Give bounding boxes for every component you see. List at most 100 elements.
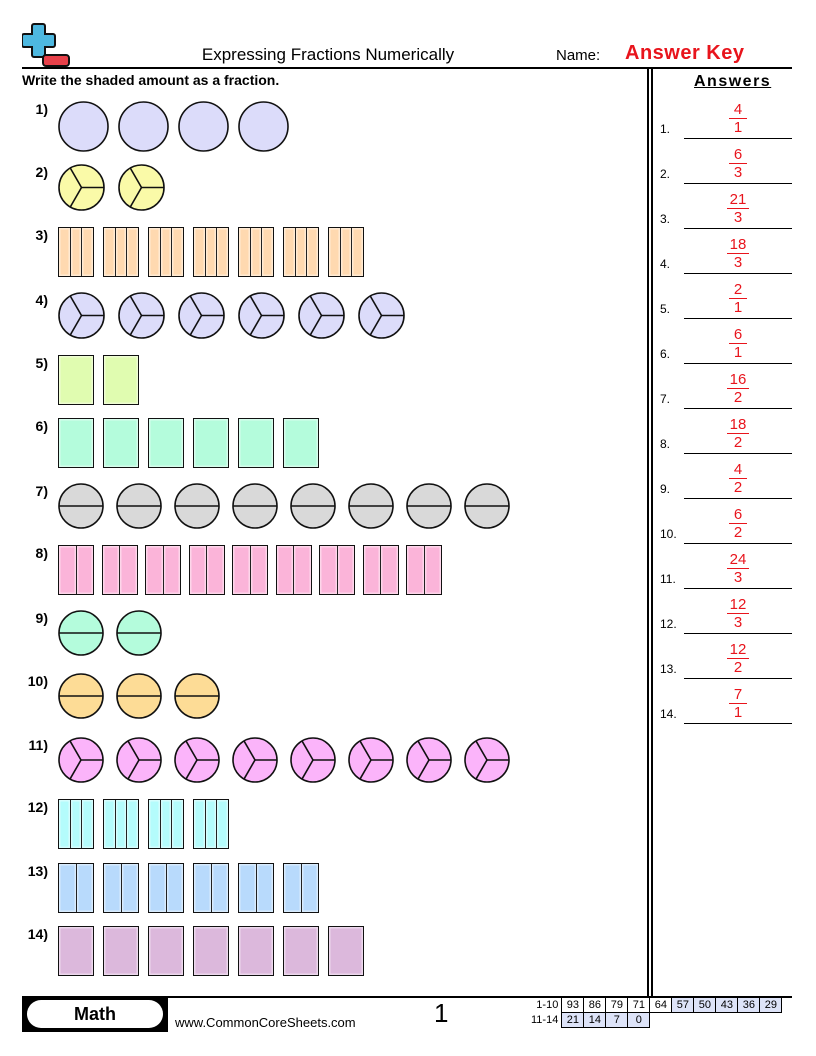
fraction-circle	[174, 673, 220, 719]
rectangle-part	[77, 546, 94, 594]
fraction-rectangle	[103, 926, 139, 976]
problem-number: 10)	[27, 673, 48, 689]
fraction-circle	[290, 737, 336, 783]
answer-number: 5.	[660, 302, 671, 316]
score-row: 11-14 21 14 7 0	[528, 1012, 782, 1028]
answer-line[interactable]	[684, 407, 792, 409]
score-cell: 36	[737, 997, 761, 1013]
rectangle-part	[239, 927, 273, 975]
rectangle-part	[104, 419, 138, 467]
answer-row: 10. 6 2	[660, 499, 795, 544]
answer-line[interactable]	[684, 182, 792, 184]
rectangle-part	[251, 546, 268, 594]
rectangle-part	[164, 546, 181, 594]
rectangle-part	[149, 800, 161, 848]
answer-line[interactable]	[684, 722, 792, 724]
answer-numerator: 12	[726, 641, 750, 659]
rectangle-part	[161, 800, 173, 848]
instructions: Write the shaded amount as a fraction.	[22, 72, 280, 88]
fraction-circle	[58, 610, 104, 656]
answer-line[interactable]	[684, 272, 792, 274]
answer-line[interactable]	[684, 227, 792, 229]
answer-numerator: 12	[726, 596, 750, 614]
fraction-circle	[116, 737, 162, 783]
worksheet-title: Expressing Fractions Numerically	[201, 45, 455, 64]
answer-number: 14.	[660, 707, 677, 721]
rectangle-part	[127, 800, 138, 848]
answer-row: 3. 21 3	[660, 184, 795, 229]
fraction-rectangle	[406, 545, 442, 595]
fraction-rectangle	[283, 227, 319, 277]
rectangle-part	[146, 546, 164, 594]
fraction-rectangle	[58, 799, 94, 849]
answer-denominator: 2	[733, 524, 743, 541]
fraction-circle	[118, 164, 165, 211]
answers-column-divider	[647, 69, 653, 997]
rectangle-part	[233, 546, 251, 594]
answer-line[interactable]	[684, 632, 792, 634]
problem-number: 12)	[27, 799, 48, 815]
answer-line[interactable]	[684, 587, 792, 589]
problem-1: 1)	[0, 101, 640, 152]
rectangle-part	[122, 864, 139, 912]
rectangle-part	[59, 864, 77, 912]
rectangle-part	[104, 927, 138, 975]
answer-denominator: 3	[733, 209, 743, 226]
score-cell: 71	[627, 997, 651, 1013]
rectangle-part	[149, 927, 183, 975]
answer-number: 6.	[660, 347, 671, 361]
answer-denominator: 2	[733, 434, 743, 451]
score-cell: 64	[649, 997, 673, 1013]
page-number: 1	[434, 998, 449, 1028]
answer-denominator: 2	[733, 659, 743, 676]
answer-numerator: 21	[726, 191, 750, 209]
answer-line[interactable]	[684, 452, 792, 454]
answer-line[interactable]	[684, 497, 792, 499]
problem-number: 14)	[27, 926, 48, 942]
answer-row: 7. 16 2	[660, 364, 795, 409]
website-link[interactable]: www.CommonCoreSheets.com	[175, 1015, 356, 1030]
problem-12: 12)	[0, 799, 640, 849]
answer-fraction: 2 1	[712, 281, 764, 316]
answer-numerator: 18	[726, 416, 750, 434]
fraction-circle	[58, 673, 104, 719]
fraction-rectangle	[328, 227, 364, 277]
score-cell: 7	[605, 1012, 629, 1028]
rectangle-part	[127, 228, 138, 276]
answer-line[interactable]	[684, 317, 792, 319]
answer-number: 4.	[660, 257, 671, 271]
problem-number: 11)	[28, 737, 48, 753]
rectangle-part	[194, 864, 212, 912]
rectangle-part	[161, 228, 173, 276]
answer-line[interactable]	[684, 137, 792, 139]
answer-line[interactable]	[684, 677, 792, 679]
fraction-rectangle	[193, 863, 229, 913]
fraction-rectangle	[103, 355, 139, 405]
answer-denominator: 3	[733, 614, 743, 631]
problem-13: 13)	[0, 863, 640, 913]
problem-number: 1)	[35, 101, 48, 117]
fraction-circle	[238, 101, 289, 152]
fraction-circle	[232, 737, 278, 783]
answer-fraction: 21 3	[712, 191, 764, 226]
answer-number: 9.	[660, 482, 671, 496]
fraction-circle	[58, 164, 105, 211]
answer-line[interactable]	[684, 542, 792, 544]
name-label: Name:	[556, 47, 601, 64]
fraction-rectangle	[283, 926, 319, 976]
fraction-rectangle	[103, 799, 139, 849]
problem-number: 4)	[35, 292, 48, 308]
rectangle-part	[194, 800, 206, 848]
rectangle-part	[206, 228, 218, 276]
fraction-circle	[116, 673, 162, 719]
rectangle-part	[284, 927, 318, 975]
fraction-circle	[464, 737, 510, 783]
answer-number: 1.	[660, 122, 671, 136]
rectangle-part	[381, 546, 398, 594]
answer-line[interactable]	[684, 362, 792, 364]
header-divider	[22, 67, 792, 69]
fraction-circle	[58, 101, 109, 152]
answer-row: 12. 12 3	[660, 589, 795, 634]
answer-fraction: 4 1	[712, 101, 764, 136]
fraction-circle	[58, 737, 104, 783]
